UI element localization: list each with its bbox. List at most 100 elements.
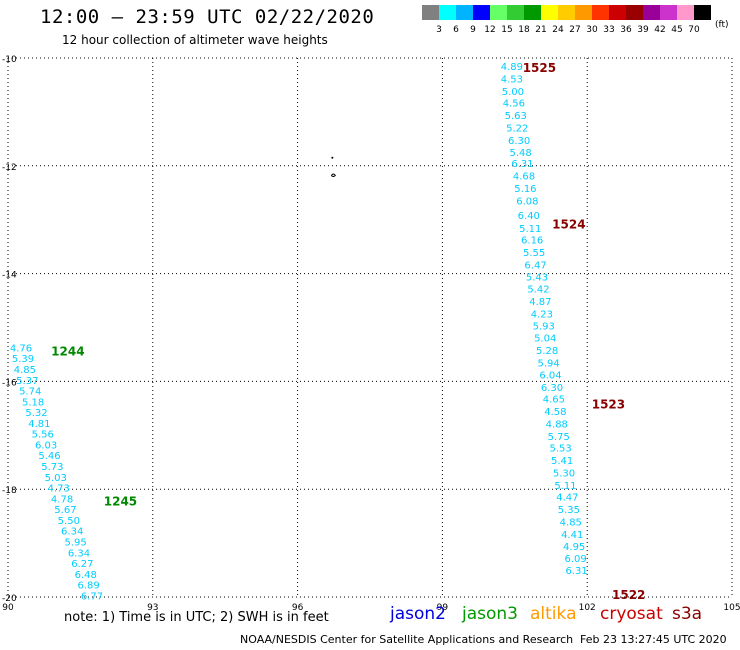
wave-height-value: 4.81 [28, 419, 50, 430]
latitude-tick-label: -16 [2, 378, 17, 388]
satellite-name: s3a [672, 604, 703, 624]
wave-height-value: 5.35 [558, 505, 580, 516]
credit-line: NOAA/NESDIS Center for Satellite Applica… [240, 633, 574, 646]
legend-unit: (ft) [715, 20, 729, 30]
legend-label: 30 [586, 25, 598, 35]
legend-swatch [490, 5, 507, 20]
longitude-tick-label: 90 [2, 603, 14, 613]
legend-label: 18 [518, 25, 530, 35]
legend-label: 33 [603, 25, 615, 35]
wave-height-value: 5.55 [523, 248, 545, 259]
wave-height-value: 5.43 [526, 272, 548, 283]
wave-height-value: 5.50 [58, 516, 80, 527]
wave-height-value: 5.73 [41, 462, 63, 473]
wave-height-value: 5.03 [45, 473, 67, 484]
latitude-tick-label: -20 [2, 594, 17, 604]
wave-height-value: 5.11 [519, 224, 541, 235]
legend-swatch [558, 5, 575, 20]
wave-height-value: 5.16 [514, 184, 536, 195]
wave-height-value: 4.41 [561, 530, 583, 541]
wave-height-value: 4.47 [556, 493, 578, 504]
wave-height-value: 5.11 [554, 481, 576, 492]
legend-swatch [473, 5, 490, 20]
longitude-tick-label: 93 [147, 603, 158, 613]
wave-height-value: 4.89 [501, 62, 523, 73]
legend-label: 12 [484, 25, 496, 35]
wave-height-value: 5.48 [509, 148, 531, 159]
legend-swatch [660, 5, 677, 20]
wave-height-value: 4.23 [531, 309, 553, 320]
wave-height-value: 5.32 [25, 408, 47, 419]
legend-label: 21 [535, 25, 547, 35]
legend-swatch [677, 5, 694, 20]
wave-height-value: 6.30 [541, 383, 563, 394]
legend-swatch [422, 5, 439, 20]
wave-height-value: 4.53 [501, 74, 523, 85]
wave-height-value: 6.40 [518, 211, 540, 222]
wave-height-value: 4.58 [544, 407, 566, 418]
wave-height-value: 6.04 [539, 370, 561, 381]
legend-label: 27 [569, 25, 581, 35]
wave-height-value: 6.34 [61, 527, 83, 538]
wave-height-value: 4.87 [529, 297, 551, 308]
wave-height-value: 6.16 [521, 236, 543, 247]
latitude-tick-label: -10 [2, 55, 17, 65]
island-outline [330, 173, 336, 177]
latitude-tick-label: -14 [2, 271, 17, 281]
page-title: 12:00 — 23:59 UTC 02/22/2020 [40, 6, 375, 28]
wave-height-value: 4.88 [546, 419, 568, 430]
legend-swatch [575, 5, 592, 20]
generated-timestamp: Feb 23 13:27:45 UTC 2020 [580, 633, 727, 646]
wave-height-value: 5.94 [537, 359, 559, 370]
latitude-tick-label: -18 [2, 486, 17, 496]
wave-height-value: 5.75 [548, 432, 570, 443]
legend-label: 3 [436, 25, 442, 35]
legend-label: 45 [671, 25, 683, 35]
legend-label: 9 [470, 25, 476, 35]
wave-height-value: 6.34 [68, 548, 90, 559]
legend-swatch [524, 5, 541, 20]
wave-height-value: 5.42 [527, 285, 549, 296]
pass-time-label: 1525 [523, 61, 556, 75]
satellite-name: jason2 [390, 604, 446, 624]
wave-height-value: 5.74 [19, 387, 41, 398]
longitude-tick-label: 102 [579, 603, 596, 613]
wave-height-value: 4.73 [48, 484, 70, 495]
pass-time-label: 1523 [592, 397, 625, 411]
page-subtitle: 12 hour collection of altimeter wave hei… [62, 33, 328, 47]
wave-height-value: 4.95 [563, 542, 585, 553]
wave-height-value: 6.27 [71, 559, 93, 570]
wave-height-value: 5.28 [536, 346, 558, 357]
wave-height-value: 4.85 [560, 518, 582, 529]
legend-label: 39 [637, 25, 649, 35]
wave-height-value: 5.18 [22, 397, 44, 408]
wave-height-value: 6.31 [565, 566, 587, 577]
wave-height-value: 4.76 [10, 343, 32, 354]
legend-swatch [592, 5, 609, 20]
legend-label: 6 [453, 25, 459, 35]
footer-note: note: 1) Time is in UTC; 2) SWH is in fe… [64, 610, 329, 625]
wave-height-value: 4.78 [51, 494, 73, 505]
wave-height-value: 5.67 [54, 505, 76, 516]
wave-height-value: 5.56 [32, 430, 54, 441]
wave-height-value: 5.46 [38, 451, 60, 462]
wave-height-value: 6.30 [508, 136, 530, 147]
longitude-tick-label: 105 [723, 603, 740, 613]
wave-height-value: 4.56 [503, 99, 525, 110]
legend-swatch [609, 5, 626, 20]
wave-height-value: 6.08 [516, 196, 538, 207]
legend-swatch [626, 5, 643, 20]
wave-height-value: 5.95 [64, 537, 86, 548]
legend-swatch [643, 5, 660, 20]
wave-height-value: 6.77 [81, 591, 103, 602]
wave-height-value: 4.68 [513, 172, 535, 183]
legend-label: 24 [552, 25, 564, 35]
wave-height-value: 5.93 [533, 321, 555, 332]
wave-height-value: 5.30 [553, 468, 575, 479]
pass-time-label: 1522 [612, 588, 645, 602]
legend-swatch [507, 5, 524, 20]
legend-label: 42 [654, 25, 666, 35]
wave-height-value: 4.85 [14, 365, 36, 376]
legend-label: 15 [501, 25, 513, 35]
